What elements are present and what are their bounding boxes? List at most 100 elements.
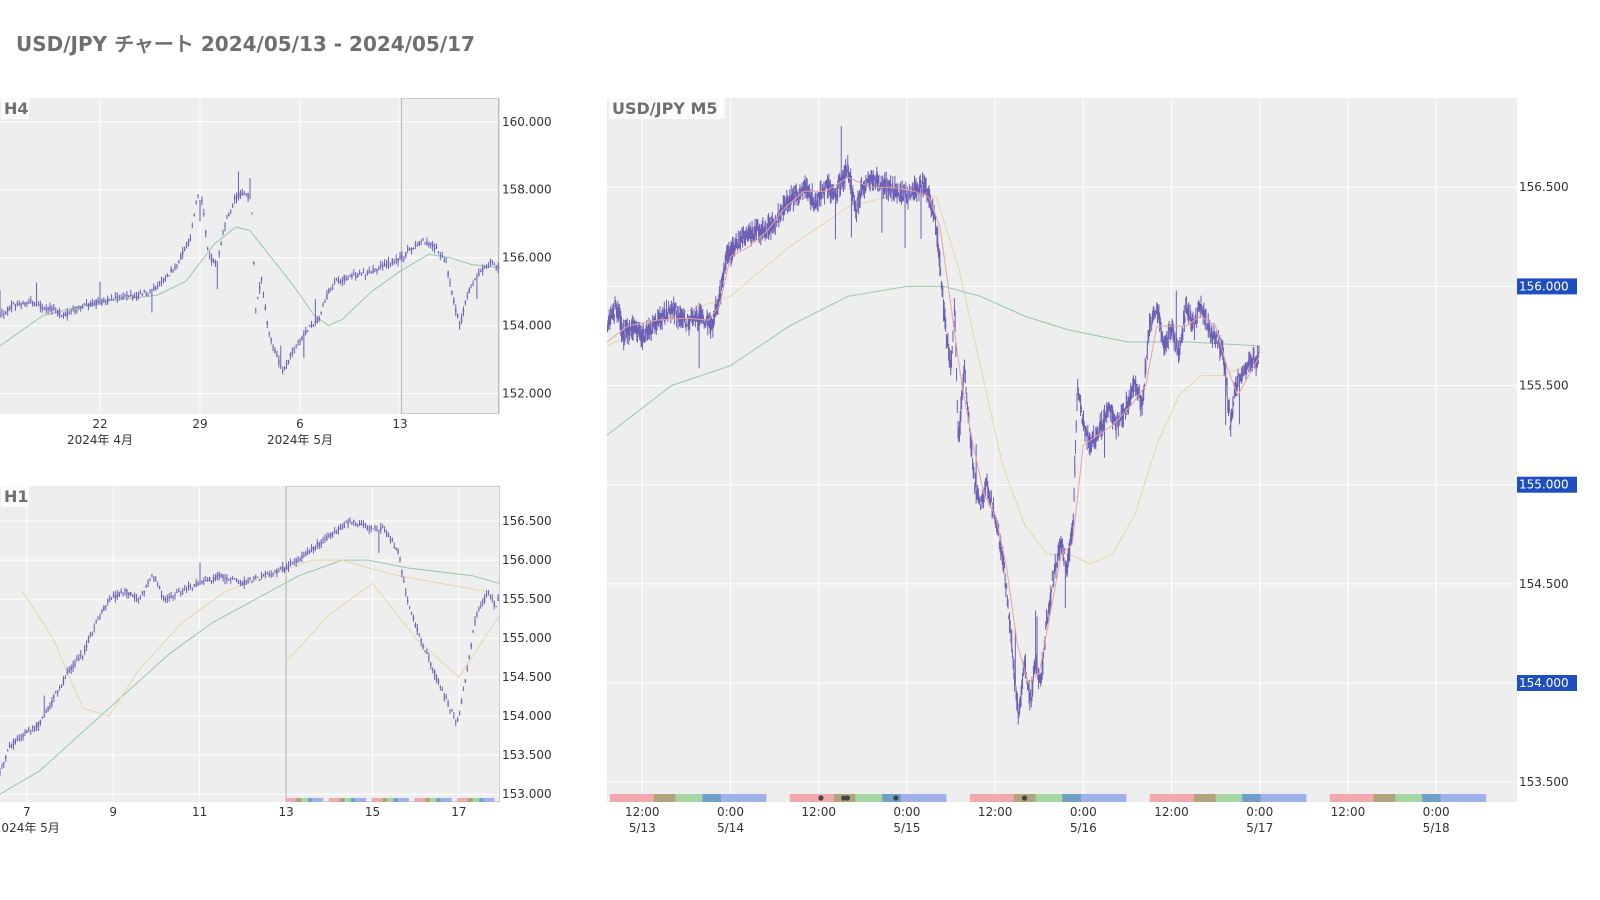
candle-body — [207, 579, 209, 582]
candle-body — [1101, 420, 1103, 432]
candle-body — [1068, 551, 1070, 554]
candle-body — [668, 308, 670, 314]
candle-body — [235, 579, 238, 582]
candle-body — [791, 197, 793, 199]
candle-body — [730, 244, 732, 257]
candle-body — [1041, 674, 1042, 680]
candle-body — [237, 193, 240, 198]
candle-body — [1106, 405, 1108, 414]
candle-body — [285, 567, 288, 570]
candle-body — [476, 276, 478, 279]
x-tick-label: 12:00 — [978, 805, 1013, 819]
candle-body — [408, 247, 411, 251]
x-tick-label: 22 — [92, 417, 107, 431]
candle-body — [132, 295, 134, 299]
candle-body — [910, 189, 912, 196]
candle-body — [172, 269, 174, 271]
candle-body — [410, 613, 413, 615]
candle-body — [458, 712, 461, 713]
candle-body — [337, 527, 340, 531]
candle-body — [853, 194, 854, 197]
candle-body — [857, 197, 859, 199]
candle-body — [1183, 318, 1184, 324]
session-segment — [1373, 794, 1396, 802]
candle-body — [618, 308, 620, 320]
candle-body — [45, 307, 47, 311]
candle-body — [357, 274, 359, 277]
candle-body — [495, 605, 497, 607]
candle-body — [1215, 334, 1217, 344]
candle-body — [341, 280, 343, 283]
candle-body — [662, 311, 664, 314]
candle-body — [774, 224, 775, 227]
candle-body — [437, 679, 440, 683]
candle-body — [696, 312, 698, 316]
candle-body — [62, 678, 65, 684]
candle-body — [907, 199, 909, 201]
candle-body — [114, 296, 117, 298]
candle-body — [1165, 339, 1167, 344]
candle-body — [751, 228, 753, 235]
candle-body — [850, 178, 852, 188]
candle-body — [800, 191, 802, 196]
candle-body — [1145, 368, 1147, 371]
candle-body — [230, 578, 232, 580]
candle-body — [447, 271, 449, 276]
candle-body — [1054, 570, 1055, 573]
candle-body — [874, 182, 876, 185]
candle-body — [85, 644, 88, 648]
candle-body — [87, 305, 90, 308]
candle-body — [863, 186, 865, 189]
candle-body — [1128, 395, 1130, 401]
candle-body — [758, 231, 759, 235]
candle-body — [133, 295, 136, 297]
candle-body — [472, 631, 474, 633]
candle-body — [1079, 398, 1081, 400]
candle-body — [1175, 342, 1177, 344]
candle-body — [441, 255, 443, 256]
candle-body — [1067, 559, 1068, 567]
candle-body — [921, 190, 923, 192]
candle-body — [1005, 585, 1007, 590]
candle-body — [996, 525, 998, 528]
candle-body — [205, 580, 207, 581]
candle-body — [276, 569, 278, 574]
candle-body — [934, 215, 936, 217]
candle-body — [383, 263, 386, 266]
candle-body — [697, 320, 699, 324]
candle-body — [1089, 444, 1091, 446]
candle-body — [971, 447, 973, 453]
candle-body — [1030, 696, 1031, 698]
candle-body — [927, 189, 929, 201]
y-tick-label: 155.500 — [1519, 379, 1569, 393]
candle-body — [120, 297, 122, 299]
candle-body — [455, 721, 457, 723]
candle-body — [1120, 417, 1121, 421]
candle-body — [922, 181, 923, 183]
candle-body — [276, 353, 278, 357]
candle-body — [695, 315, 697, 321]
candle-body — [93, 627, 95, 629]
candle-body — [719, 288, 721, 294]
candle-body — [80, 654, 82, 656]
candle-body — [107, 600, 109, 602]
candle-body — [207, 248, 209, 249]
candle-body — [137, 295, 140, 299]
candle-body — [328, 535, 330, 537]
candle-body — [1216, 335, 1218, 338]
candle-body — [769, 225, 771, 226]
candle-body — [1062, 545, 1063, 548]
candle-body — [909, 193, 910, 196]
candle-body — [476, 613, 478, 616]
candle-body — [116, 296, 118, 299]
candle-body — [195, 201, 197, 203]
candle-body — [985, 486, 986, 488]
candle-body — [368, 270, 370, 273]
candle-body — [239, 582, 242, 583]
candle-body — [951, 353, 952, 363]
candle-body — [819, 198, 820, 202]
candle-body — [55, 692, 57, 694]
candle-body — [892, 185, 894, 191]
candle-body — [1051, 579, 1053, 581]
y-tick-label: 154.000 — [502, 709, 552, 723]
